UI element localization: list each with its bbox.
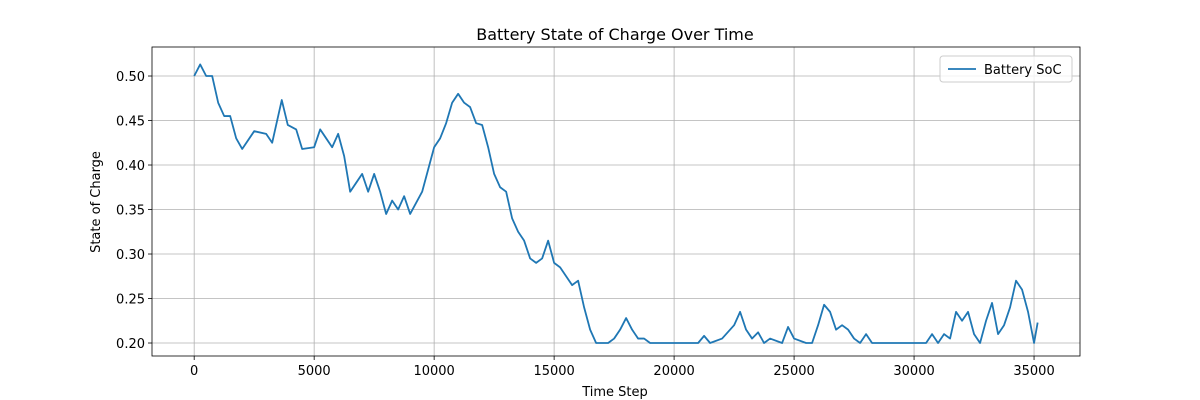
- y-axis-label: State of Charge: [89, 151, 104, 253]
- legend-label: Battery SoC: [984, 63, 1062, 78]
- x-tick-label: 25000: [773, 364, 814, 379]
- chart-title: Battery State of Charge Over Time: [476, 25, 753, 44]
- y-tick-label: 0.40: [116, 159, 145, 174]
- y-tick-label: 0.25: [116, 293, 145, 308]
- x-axis-label: Time Step: [581, 385, 648, 400]
- y-tick-label: 0.45: [116, 115, 145, 130]
- x-tick-label: 10000: [413, 364, 454, 379]
- data-line: [193, 63, 1039, 344]
- x-tick-label: 35000: [1013, 364, 1054, 379]
- y-tick-label: 0.50: [116, 70, 145, 85]
- legend-box: [939, 55, 1073, 83]
- x-tick-label: 20000: [653, 364, 694, 379]
- y-tick-label: 0.35: [116, 204, 145, 219]
- x-tick-label: 15000: [533, 364, 574, 379]
- plot-frame: [151, 46, 1081, 357]
- y-tick-label: 0.20: [116, 337, 145, 352]
- y-tick-label: 0.30: [116, 248, 145, 263]
- x-tick-label: 30000: [893, 364, 934, 379]
- x-tick-label: 5000: [298, 364, 331, 379]
- x-tick-label: 0: [190, 364, 198, 379]
